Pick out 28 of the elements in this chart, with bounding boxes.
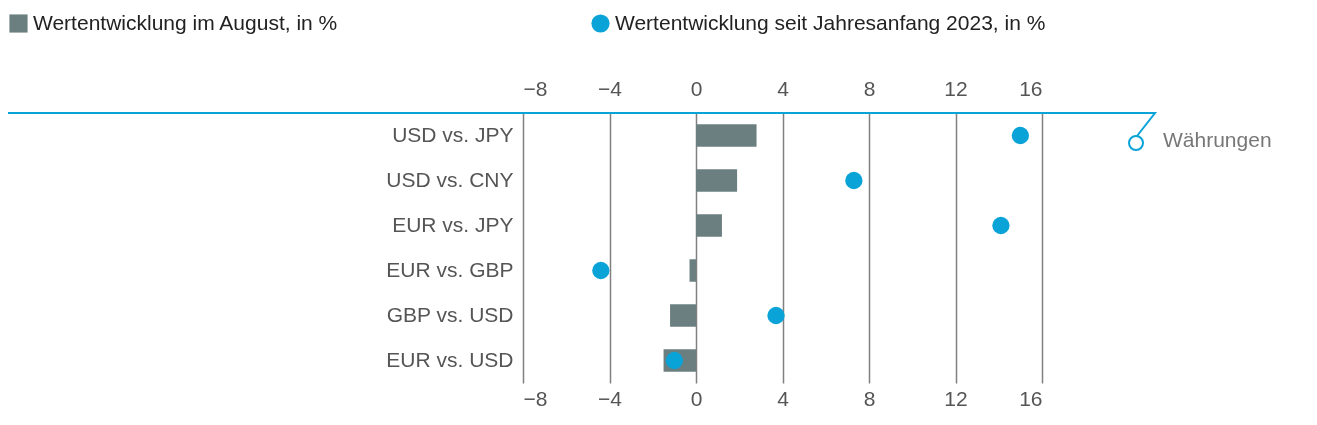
y-tick-label: EUR vs. JPY (392, 212, 514, 236)
x-tick-label: 16 (1019, 386, 1043, 410)
text: Währungen (1163, 128, 1272, 152)
point (592, 261, 610, 280)
x-tick-label: 4 (777, 386, 790, 410)
point (992, 216, 1010, 235)
y-tick-label: USD vs. CNY (386, 167, 514, 191)
x2-tick-label: 8 (863, 76, 876, 100)
x2-tick-label: −4 (598, 76, 623, 100)
x2-tick-label: 0 (690, 76, 703, 100)
x2-tick-label: 16 (1019, 76, 1043, 100)
y-tick-label: GBP vs. USD (386, 302, 514, 326)
x-tick-label: −8 (523, 386, 548, 410)
y-tick-label: USD vs. JPY (392, 122, 514, 146)
legend-label: Wertentwicklung im August, in % (33, 10, 338, 34)
point (1011, 126, 1030, 145)
legend-label: Wertentwicklung seit Jahresanfang 2023, in % (615, 10, 1046, 34)
x-tick-label: 8 (863, 386, 876, 410)
point (767, 306, 785, 325)
x2-tick-label: −8 (523, 76, 548, 100)
y-tick-label: EUR vs. GBP (386, 257, 514, 281)
y-tick-label: EUR vs. USD (386, 347, 514, 371)
x2-tick-label: 4 (777, 76, 790, 100)
x2-tick-label: 12 (944, 76, 968, 100)
point (845, 171, 863, 190)
x-tick-label: −4 (598, 386, 623, 410)
x-tick-label: 0 (690, 386, 703, 410)
x-tick-label: 12 (944, 386, 968, 410)
